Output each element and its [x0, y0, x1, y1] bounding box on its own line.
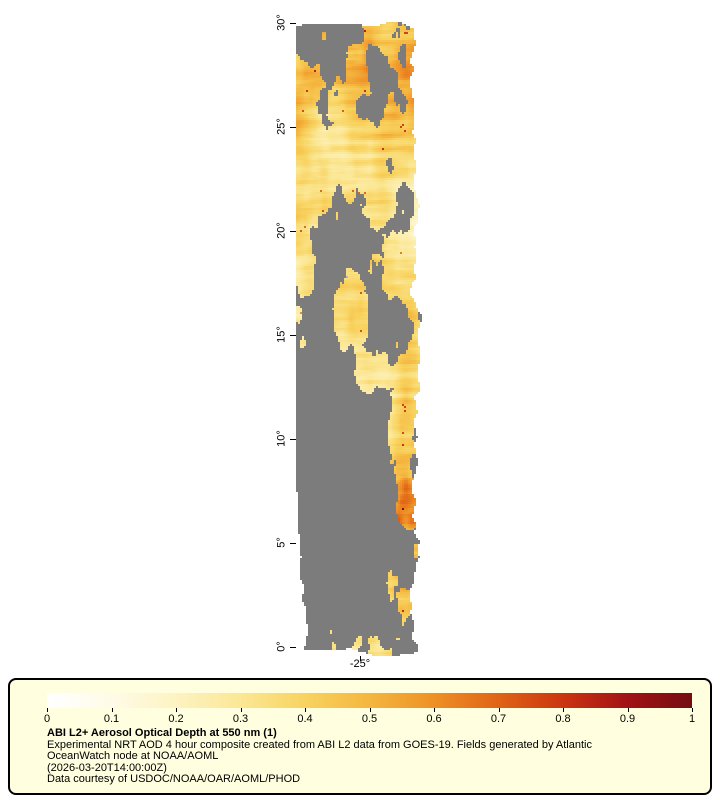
latitude-tick-label: 10° [275, 430, 288, 447]
aod-swath-raster [296, 20, 430, 656]
colorbar-tick [176, 708, 177, 712]
colorbar-tick-label: 0.5 [361, 713, 378, 725]
latitude-tick-label: 20° [275, 222, 288, 239]
latitude-tick-label: 15° [275, 326, 288, 343]
colorbar-tick-label: 1 [688, 713, 696, 725]
colorbar-tick [692, 708, 693, 712]
colorbar-tick-label: 0.4 [297, 713, 313, 725]
colorbar-tick [498, 708, 500, 712]
colorbar-tick [627, 708, 629, 712]
legend-credit: Data courtesy of USDOC/NOAA/OAR/AOML/PHO… [47, 773, 301, 785]
latitude-tick-label: 30° [275, 14, 288, 31]
colorbar-tick-label: 0.2 [168, 713, 184, 725]
latitude-tick [290, 647, 296, 648]
map-area: 30° 25° 20° 15° 10° 5° 0° -25° [275, 14, 430, 670]
colorbar-tick-label: 0.8 [555, 713, 571, 725]
legend-panel: 0 0.1 0.2 0.3 0.4 0.5 0.6 0.7 0.8 0.9 1 ABI L2+ Ae… [8, 678, 712, 795]
colorbar-tick [240, 708, 242, 712]
longitude-tick [360, 656, 361, 661]
latitude-tick-label: 5° [275, 537, 288, 548]
colorbar-tick [369, 708, 371, 712]
colorbar-tick-label: 0.9 [619, 713, 636, 725]
colorbar-tick [563, 708, 564, 712]
legend-description-line1: Experimental NRT AOD 4 hour composite cr… [47, 738, 592, 751]
colorbar-tick [434, 708, 435, 712]
colorbar-tick-label: 0.3 [232, 713, 249, 725]
longitude-tick-label: -25° [349, 658, 371, 670]
latitude-tick [290, 231, 296, 232]
latitude-tick [290, 23, 296, 24]
legend-description-line2: OceanWatch node at NOAA/AOML [47, 750, 219, 762]
colorbar-tick-label: 0.1 [103, 713, 120, 725]
colorbar-tick-label: 0 [43, 713, 51, 725]
legend-timestamp: (2026-03-20T14:00:00Z) [47, 761, 167, 774]
latitude-tick [290, 543, 296, 544]
colorbar-tick [111, 708, 113, 712]
latitude-tick [290, 335, 296, 336]
latitude-tick-label: 25° [275, 118, 288, 135]
latitude-tick [290, 439, 296, 440]
colorbar-tick-label: 0.6 [426, 713, 442, 725]
latitude-tick [290, 127, 296, 128]
colorbar-tick [305, 708, 306, 712]
colorbar-tick [47, 708, 48, 712]
latitude-tick-label: 0° [275, 641, 288, 652]
colorbar [47, 693, 692, 708]
colorbar-tick-label: 0.7 [490, 713, 507, 725]
legend-title: ABI L2+ Aerosol Optical Depth at 550 nm … [47, 727, 277, 739]
legend-text: ABI L2+ Aerosol Optical Depth at 550 nm … [47, 727, 592, 786]
